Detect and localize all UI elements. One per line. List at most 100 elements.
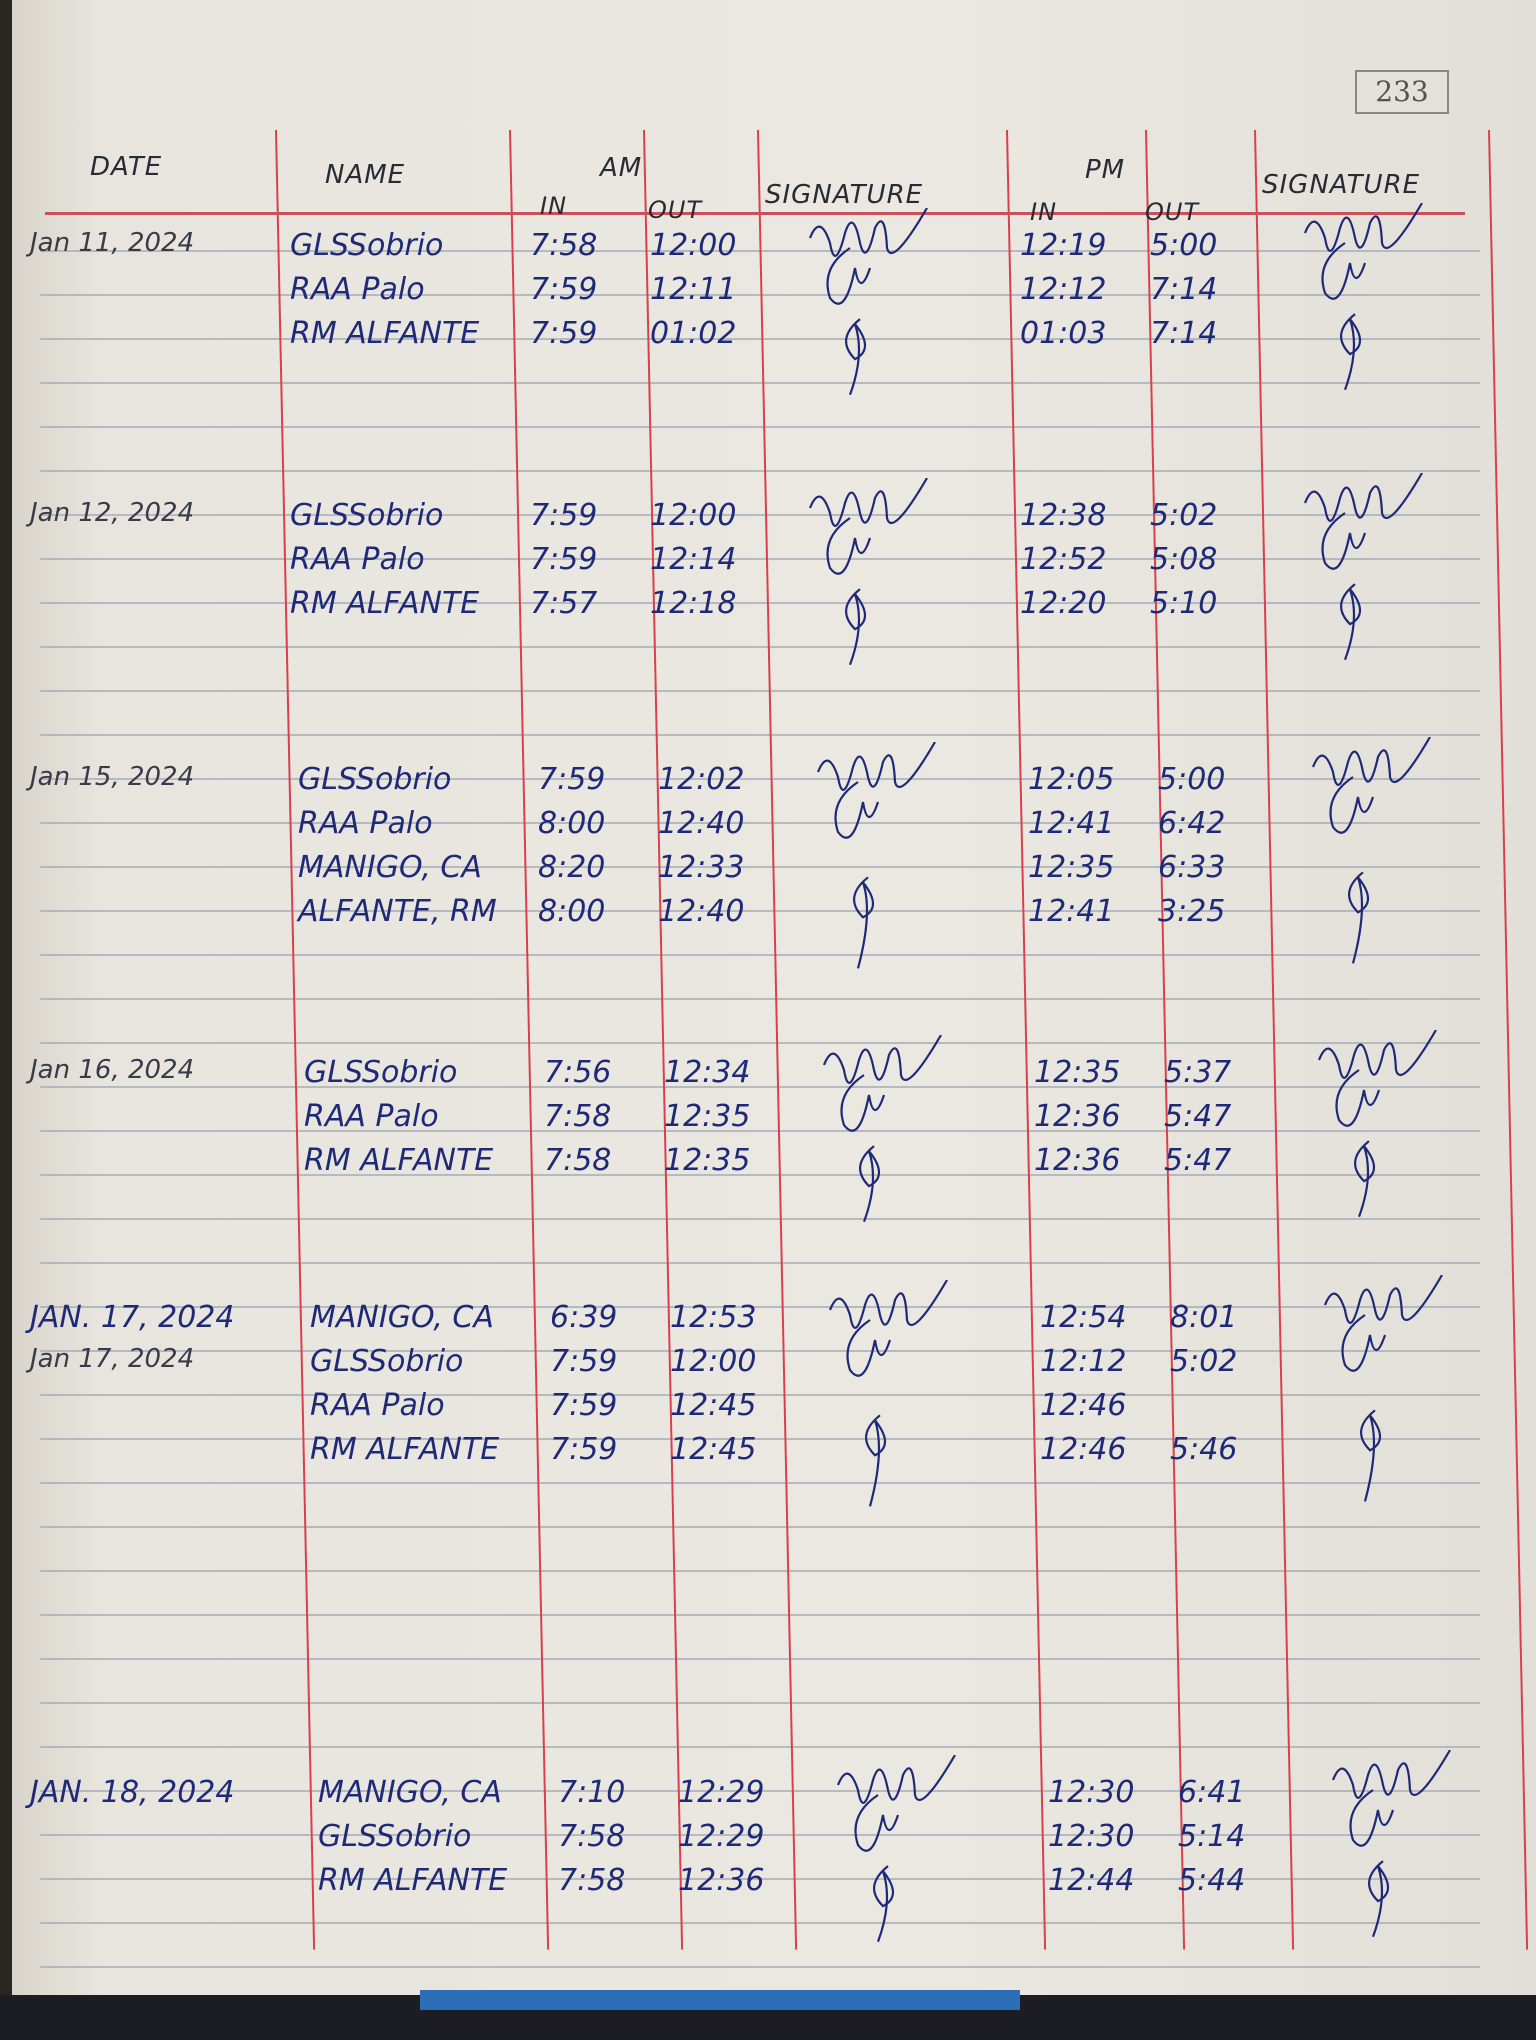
ruled-line xyxy=(40,1746,1480,1748)
ruled-line xyxy=(40,1174,1480,1176)
time-am-in: 7:59 xyxy=(550,1344,618,1379)
ruled-line xyxy=(40,1438,1480,1440)
time-am-out: 12:02 xyxy=(658,762,745,797)
page-number: 233 xyxy=(1355,70,1449,114)
time-am-out: 12:29 xyxy=(678,1819,765,1854)
employee-name: GLSSobrio xyxy=(318,1819,472,1854)
header-name: NAME xyxy=(325,160,406,190)
ruled-line xyxy=(40,602,1480,604)
ruled-line xyxy=(40,778,1480,780)
entry-date: Jan 17, 2024 xyxy=(30,1344,195,1374)
time-pm-out: 3:25 xyxy=(1158,894,1226,929)
time-am-out: 12:36 xyxy=(678,1863,765,1898)
employee-name: GLSSobrio xyxy=(290,498,444,533)
logbook-page xyxy=(12,0,1536,2000)
employee-name: RAA Palo xyxy=(290,542,425,577)
time-pm-out: 7:14 xyxy=(1150,272,1218,307)
time-pm-in: 12:54 xyxy=(1040,1300,1127,1335)
ruled-line xyxy=(40,1130,1480,1132)
time-pm-out: 7:14 xyxy=(1150,316,1218,351)
time-pm-out: 5:10 xyxy=(1150,586,1218,621)
header-pm-out: OUT xyxy=(1145,198,1200,226)
time-pm-in: 12:46 xyxy=(1040,1432,1127,1467)
employee-name: RAA Palo xyxy=(310,1388,445,1423)
time-pm-in: 12:30 xyxy=(1048,1775,1135,1810)
time-pm-in: 01:03 xyxy=(1020,316,1107,351)
time-am-out: 12:33 xyxy=(658,850,745,885)
time-pm-out: 5:00 xyxy=(1150,228,1218,263)
time-am-out: 12:00 xyxy=(650,228,737,263)
time-pm-out: 6:33 xyxy=(1158,850,1226,885)
entry-date: Jan 15, 2024 xyxy=(30,762,195,792)
time-pm-out: 6:42 xyxy=(1158,806,1226,841)
signature xyxy=(828,1280,948,1507)
time-pm-in: 12:35 xyxy=(1028,850,1115,885)
employee-name: GLSSobrio xyxy=(298,762,452,797)
ruled-line xyxy=(40,1218,1480,1220)
time-pm-in: 12:19 xyxy=(1020,228,1107,263)
header-am-in: IN xyxy=(540,192,568,220)
time-pm-in: 12:41 xyxy=(1028,894,1115,929)
ruled-line xyxy=(40,690,1480,692)
employee-name: RM ALFANTE xyxy=(290,586,480,621)
time-am-out: 12:53 xyxy=(670,1300,757,1335)
employee-name: MANIGO, CA xyxy=(318,1775,502,1810)
time-am-out: 12:29 xyxy=(678,1775,765,1810)
header-date: DATE xyxy=(90,152,163,182)
time-am-out: 12:45 xyxy=(670,1432,757,1467)
time-am-out: 12:00 xyxy=(650,498,737,533)
time-pm-out: 5:44 xyxy=(1178,1863,1246,1898)
time-am-in: 7:59 xyxy=(550,1432,618,1467)
ruled-line xyxy=(40,1482,1480,1484)
ruled-line xyxy=(40,1262,1480,1264)
time-am-in: 7:58 xyxy=(544,1143,612,1178)
time-am-in: 7:58 xyxy=(558,1863,626,1898)
ruled-line xyxy=(40,1570,1480,1572)
time-am-in: 7:56 xyxy=(544,1055,612,1090)
time-pm-in: 12:44 xyxy=(1048,1863,1135,1898)
header-rule xyxy=(45,212,1465,215)
time-am-in: 7:59 xyxy=(530,498,598,533)
time-am-in: 7:59 xyxy=(530,272,598,307)
time-am-in: 7:10 xyxy=(558,1775,626,1810)
employee-name: RM ALFANTE xyxy=(318,1863,508,1898)
ruled-line xyxy=(40,1526,1480,1528)
employee-name: MANIGO, CA xyxy=(298,850,482,885)
ruled-line xyxy=(40,866,1480,868)
time-pm-out: 5:37 xyxy=(1164,1055,1232,1090)
time-am-out: 12:34 xyxy=(664,1055,751,1090)
employee-name: RM ALFANTE xyxy=(310,1432,500,1467)
ruled-line xyxy=(40,1042,1480,1044)
ruled-line xyxy=(40,426,1480,428)
time-pm-in: 12:05 xyxy=(1028,762,1115,797)
employee-name: GLSSobrio xyxy=(310,1344,464,1379)
time-am-in: 6:39 xyxy=(550,1300,618,1335)
ruled-line xyxy=(40,1306,1480,1308)
ruled-line xyxy=(40,1834,1480,1836)
entry-date: Jan 16, 2024 xyxy=(30,1055,195,1085)
ruled-line xyxy=(40,1350,1480,1352)
time-am-out: 12:18 xyxy=(650,586,737,621)
signature xyxy=(816,742,936,969)
time-am-in: 7:59 xyxy=(550,1388,618,1423)
ruled-line xyxy=(40,338,1480,340)
ruled-line xyxy=(40,646,1480,648)
time-pm-in: 12:36 xyxy=(1034,1099,1121,1134)
header-pm-in: IN xyxy=(1030,198,1058,226)
time-am-in: 7:58 xyxy=(544,1099,612,1134)
ruled-line xyxy=(40,822,1480,824)
time-am-in: 8:00 xyxy=(538,894,606,929)
time-pm-out: 5:47 xyxy=(1164,1099,1232,1134)
ruled-line xyxy=(40,1394,1480,1396)
ruled-line xyxy=(40,558,1480,560)
ruled-line xyxy=(40,1614,1480,1616)
time-am-in: 8:20 xyxy=(538,850,606,885)
ruled-line xyxy=(40,1790,1480,1792)
employee-name: ALFANTE, RM xyxy=(298,894,497,929)
ruled-line xyxy=(40,1878,1480,1880)
time-pm-out: 5:47 xyxy=(1164,1143,1232,1178)
header-pm: PM xyxy=(1085,155,1126,185)
time-pm-in: 12:46 xyxy=(1040,1388,1127,1423)
employee-name: GLSSobrio xyxy=(304,1055,458,1090)
time-am-out: 12:35 xyxy=(664,1143,751,1178)
